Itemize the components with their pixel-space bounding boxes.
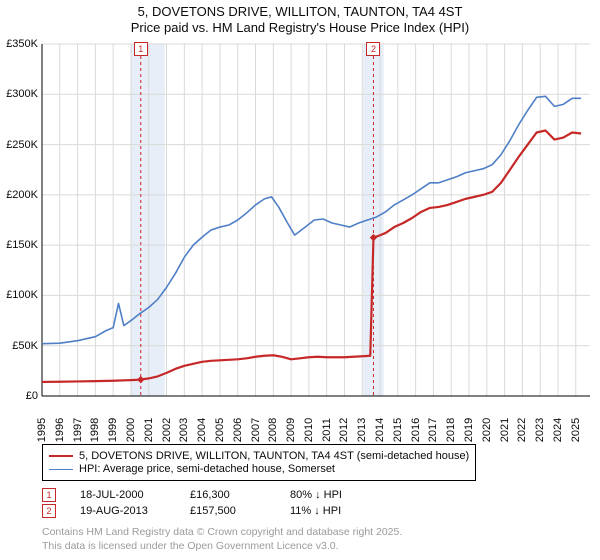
x-tick-label: 2002 <box>161 418 173 442</box>
y-tick-label: £200K <box>0 189 38 201</box>
note-date: 19-AUG-2013 <box>80 505 166 517</box>
x-tick-label: 1997 <box>72 418 84 442</box>
x-tick-label: 2016 <box>410 418 422 442</box>
legend: 5, DOVETONS DRIVE, WILLITON, TAUNTON, TA… <box>42 444 476 481</box>
legend-swatch <box>49 455 73 457</box>
legend-row: HPI: Average price, semi-detached house,… <box>49 463 469 475</box>
x-tick-label: 1996 <box>54 418 66 442</box>
x-tick-label: 2013 <box>356 418 368 442</box>
x-tick-label: 1999 <box>107 418 119 442</box>
note-date: 18-JUL-2000 <box>80 489 166 501</box>
event-marker-box: 2 <box>366 42 380 56</box>
x-tick-label: 2005 <box>214 418 226 442</box>
note-price: £16,300 <box>190 489 266 501</box>
x-tick-label: 2021 <box>499 418 511 442</box>
x-tick-label: 2015 <box>392 418 404 442</box>
x-tick-label: 2007 <box>250 418 262 442</box>
legend-row: 5, DOVETONS DRIVE, WILLITON, TAUNTON, TA… <box>49 450 469 462</box>
y-tick-label: £0 <box>0 390 38 402</box>
x-tick-label: 2024 <box>552 418 564 442</box>
x-tick-label: 1998 <box>89 418 101 442</box>
footer-line-2: This data is licensed under the Open Gov… <box>42 540 402 554</box>
x-tick-label: 2009 <box>285 418 297 442</box>
note-row: 2 19-AUG-2013 £157,500 11% ↓ HPI <box>42 504 342 518</box>
x-tick-label: 2022 <box>516 418 528 442</box>
x-tick-label: 1995 <box>36 418 48 442</box>
x-tick-label: 2019 <box>463 418 475 442</box>
y-tick-label: £150K <box>0 239 38 251</box>
title-line-2: Price paid vs. HM Land Registry's House … <box>0 20 600 36</box>
y-tick-label: £100K <box>0 289 38 301</box>
x-tick-label: 2025 <box>570 418 582 442</box>
footer-attribution: Contains HM Land Registry data © Crown c… <box>42 526 402 553</box>
x-tick-label: 2008 <box>267 418 279 442</box>
x-tick-label: 2012 <box>338 418 350 442</box>
x-tick-label: 2018 <box>445 418 457 442</box>
note-diff: 11% ↓ HPI <box>290 505 341 517</box>
x-tick-label: 2020 <box>481 418 493 442</box>
x-tick-label: 2017 <box>427 418 439 442</box>
legend-swatch <box>49 469 73 470</box>
note-marker-box: 1 <box>42 488 56 502</box>
legend-label: HPI: Average price, semi-detached house,… <box>79 463 335 475</box>
y-tick-label: £50K <box>0 340 38 352</box>
legend-label: 5, DOVETONS DRIVE, WILLITON, TAUNTON, TA… <box>79 450 469 462</box>
chart-title: 5, DOVETONS DRIVE, WILLITON, TAUNTON, TA… <box>0 0 600 37</box>
y-tick-label: £350K <box>0 38 38 50</box>
note-diff: 80% ↓ HPI <box>290 489 342 501</box>
y-tick-label: £250K <box>0 139 38 151</box>
x-axis-labels: 1995199619971998199920002001200220032004… <box>42 396 590 436</box>
x-tick-label: 2001 <box>143 418 155 442</box>
y-axis-labels: £0£50K£100K£150K£200K£250K£300K£350K <box>0 44 40 396</box>
event-marker-box: 1 <box>134 42 148 56</box>
note-row: 1 18-JUL-2000 £16,300 80% ↓ HPI <box>42 488 342 502</box>
x-tick-label: 2000 <box>125 418 137 442</box>
plot-svg <box>42 44 590 396</box>
chart-area: £0£50K£100K£150K£200K£250K£300K£350K 199… <box>42 44 590 396</box>
note-price: £157,500 <box>190 505 266 517</box>
x-tick-label: 2014 <box>374 418 386 442</box>
x-tick-label: 2023 <box>534 418 546 442</box>
x-tick-label: 2003 <box>178 418 190 442</box>
x-tick-label: 2010 <box>303 418 315 442</box>
x-tick-label: 2006 <box>232 418 244 442</box>
note-marker-box: 2 <box>42 504 56 518</box>
x-tick-label: 2004 <box>196 418 208 442</box>
footer-line-1: Contains HM Land Registry data © Crown c… <box>42 526 402 540</box>
title-line-1: 5, DOVETONS DRIVE, WILLITON, TAUNTON, TA… <box>0 4 600 20</box>
x-tick-label: 2011 <box>321 418 333 442</box>
y-tick-label: £300K <box>0 88 38 100</box>
transaction-notes: 1 18-JUL-2000 £16,300 80% ↓ HPI 2 19-AUG-2013… <box>42 488 342 520</box>
